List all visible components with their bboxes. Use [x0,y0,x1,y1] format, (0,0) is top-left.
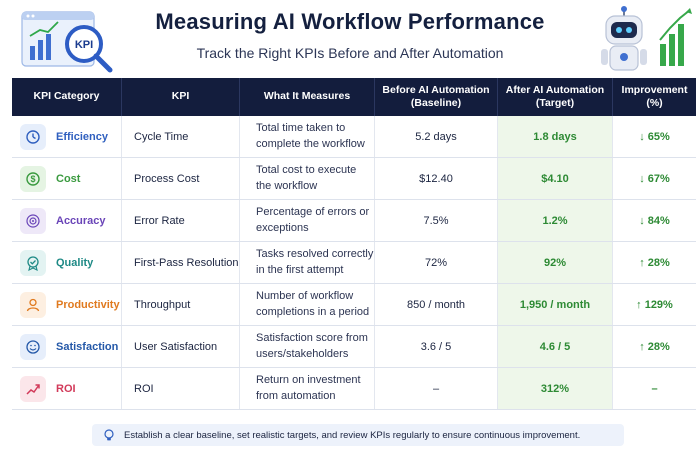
category-cell: Efficiency [12,116,122,157]
category-icon-wrap [20,249,46,276]
table-row: ROI ROI Return on investment from automa… [12,368,696,410]
kpi-badge-text: KPI [75,39,93,51]
baseline-cell: 7.5% [375,200,498,241]
kpi-dashboard-illustration: KPI [21,11,113,73]
target-cell: 1,950 / month [498,284,613,325]
category-cell: ROI [12,368,122,409]
dollar-icon: $ [26,171,40,186]
target-cell: 92% [498,242,613,283]
kpi-cell: Process Cost [122,158,240,199]
improvement-cell: ↓ 67% [639,172,670,185]
clock-icon [26,129,40,144]
category-cell: $ Cost [12,158,122,199]
measures-cell: Number of workflow completions in a peri… [240,284,375,325]
category-label: Efficiency [56,130,108,143]
target-cell: 312% [498,368,613,409]
category-cell: Productivity [12,284,122,325]
category-icon-wrap [20,207,46,234]
column-header: KPI [122,78,240,116]
smiley-icon [26,339,40,354]
person-icon [26,298,40,311]
table-row: $ Cost Process Cost Total cost to execut… [12,158,696,200]
category-icon-wrap [20,291,46,318]
category-label: ROI [56,382,76,395]
category-icon-wrap [20,333,46,360]
baseline-cell: 5.2 days [375,116,498,157]
category-icon-wrap [20,123,46,150]
column-header: After AI Automation (Target) [498,78,613,116]
baseline-cell: 72% [375,242,498,283]
target-cell: 1.8 days [498,116,613,157]
category-label: Accuracy [56,214,106,227]
trend-up-icon [26,383,40,395]
tip-text: Establish a clear baseline, set realisti… [124,429,581,441]
kpi-cell: ROI [122,368,240,409]
robot-illustration [601,6,692,71]
target-cell: 4.6 / 5 [498,326,613,367]
category-cell: Accuracy [12,200,122,241]
improvement-cell: ↓ 65% [639,130,670,143]
category-cell: Quality [12,242,122,283]
kpi-cell: Cycle Time [122,116,240,157]
kpi-cell: Error Rate [122,200,240,241]
table-row: Efficiency Cycle Time Total time taken t… [12,116,696,158]
target-cell: $4.10 [498,158,613,199]
table-row: Accuracy Error Rate Percentage of errors… [12,200,696,242]
category-icon-wrap: $ [20,165,46,192]
table-row: Satisfaction User Satisfaction Satisfact… [12,326,696,368]
baseline-cell: 3.6 / 5 [375,326,498,367]
target-icon [26,213,40,228]
category-cell: Satisfaction [12,326,122,367]
category-label: Cost [56,172,81,185]
improvement-cell: ↑ 28% [639,256,670,269]
improvement-cell: ↑ 129% [636,298,673,311]
measures-cell: Percentage of errors or exceptions [240,200,375,241]
target-cell: 1.2% [498,200,613,241]
column-header: Before AI Automation (Baseline) [375,78,498,116]
header: KPI Measuring AI Workflow Performance Tr… [0,0,700,78]
measures-cell: Satisfaction score from users/stakeholde… [240,326,375,367]
kpi-cell: Throughput [122,284,240,325]
table-row: Productivity Throughput Number of workfl… [12,284,696,326]
table-row: Quality First-Pass Resolution Tasks reso… [12,242,696,284]
page-subtitle: Track the Right KPIs Before and After Au… [196,45,504,61]
category-label: Satisfaction [56,340,119,353]
improvement-cell: – [651,382,658,395]
baseline-cell: 850 / month [375,284,498,325]
column-header: KPI Category [12,78,122,116]
improvement-cell: ↓ 84% [639,214,670,227]
tip-banner: Establish a clear baseline, set realisti… [92,424,624,446]
kpi-cell: User Satisfaction [122,326,240,367]
baseline-cell: $12.40 [375,158,498,199]
category-label: Productivity [56,298,120,311]
improvement-cell: ↑ 28% [639,340,670,353]
kpi-cell: First-Pass Resolution [122,242,240,283]
column-header: What It Measures [240,78,375,116]
quality-badge-icon [27,255,39,271]
measures-cell: Return on investment from automation [240,368,375,409]
category-icon-wrap [20,375,46,402]
measures-cell: Total time taken to complete the workflo… [240,116,375,157]
measures-cell: Tasks resolved correctly in the first at… [240,242,375,283]
category-label: Quality [56,256,94,269]
baseline-cell: – [375,368,498,409]
measures-cell: Total cost to execute the workflow [240,158,375,199]
column-header: Improvement (%) [621,83,688,109]
table-header-row: KPI Category KPI What It Measures Before… [12,78,696,116]
svg-text:$: $ [30,174,35,184]
kpi-table: KPI Category KPI What It Measures Before… [12,78,696,410]
lightbulb-icon [104,429,114,441]
page-title: Measuring AI Workflow Performance [155,9,545,34]
